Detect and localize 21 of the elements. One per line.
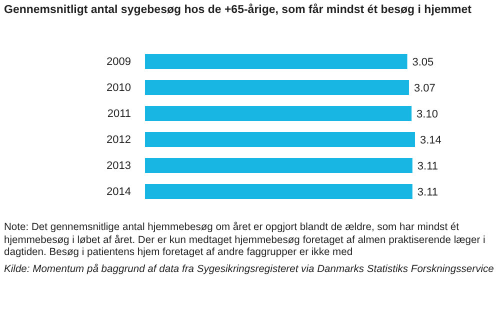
y-tick-label: 2009 (106, 56, 131, 68)
data-label: 3.10 (416, 108, 438, 120)
data-label: 3.14 (420, 134, 442, 146)
y-tick-label: 2012 (106, 134, 131, 146)
text: Kilde: Momentum på baggrund af data fra Sygesikringsregisteret via Danmarks Statistiks Forskningsservice (4, 264, 495, 276)
bar (145, 106, 412, 121)
data-label: 3.05 (412, 56, 434, 68)
bar (145, 184, 412, 199)
bar (145, 158, 412, 173)
text: Note: Det gennemsnitlige antal hjemmebesøg om året er opgjort blandt de ældre, som har mindst ét hjemmebesøg i løbet af året. Der er kun medtaget hjemmebesøg foretaget af almen praktiserende læger i dagtiden. Besøg i patientens hjem foretaget af andre faggrupper er ikke med (4, 222, 486, 260)
bar (145, 132, 415, 147)
y-tick-label: 2010 (106, 82, 131, 94)
y-tick-label: 2013 (106, 160, 131, 172)
y-tick-label: 2011 (107, 108, 131, 120)
bar (145, 54, 408, 69)
data-label: 3.07 (414, 82, 436, 94)
data-label: 3.11 (417, 186, 438, 198)
y-tick-label: 2014 (106, 186, 131, 198)
bar (145, 80, 409, 95)
chart-title: Gennemsnitligt antal sygebesøg hos de +65-årige, som får mindst ét besøg i hjemmet (4, 3, 472, 17)
data-label: 3.11 (417, 160, 438, 172)
